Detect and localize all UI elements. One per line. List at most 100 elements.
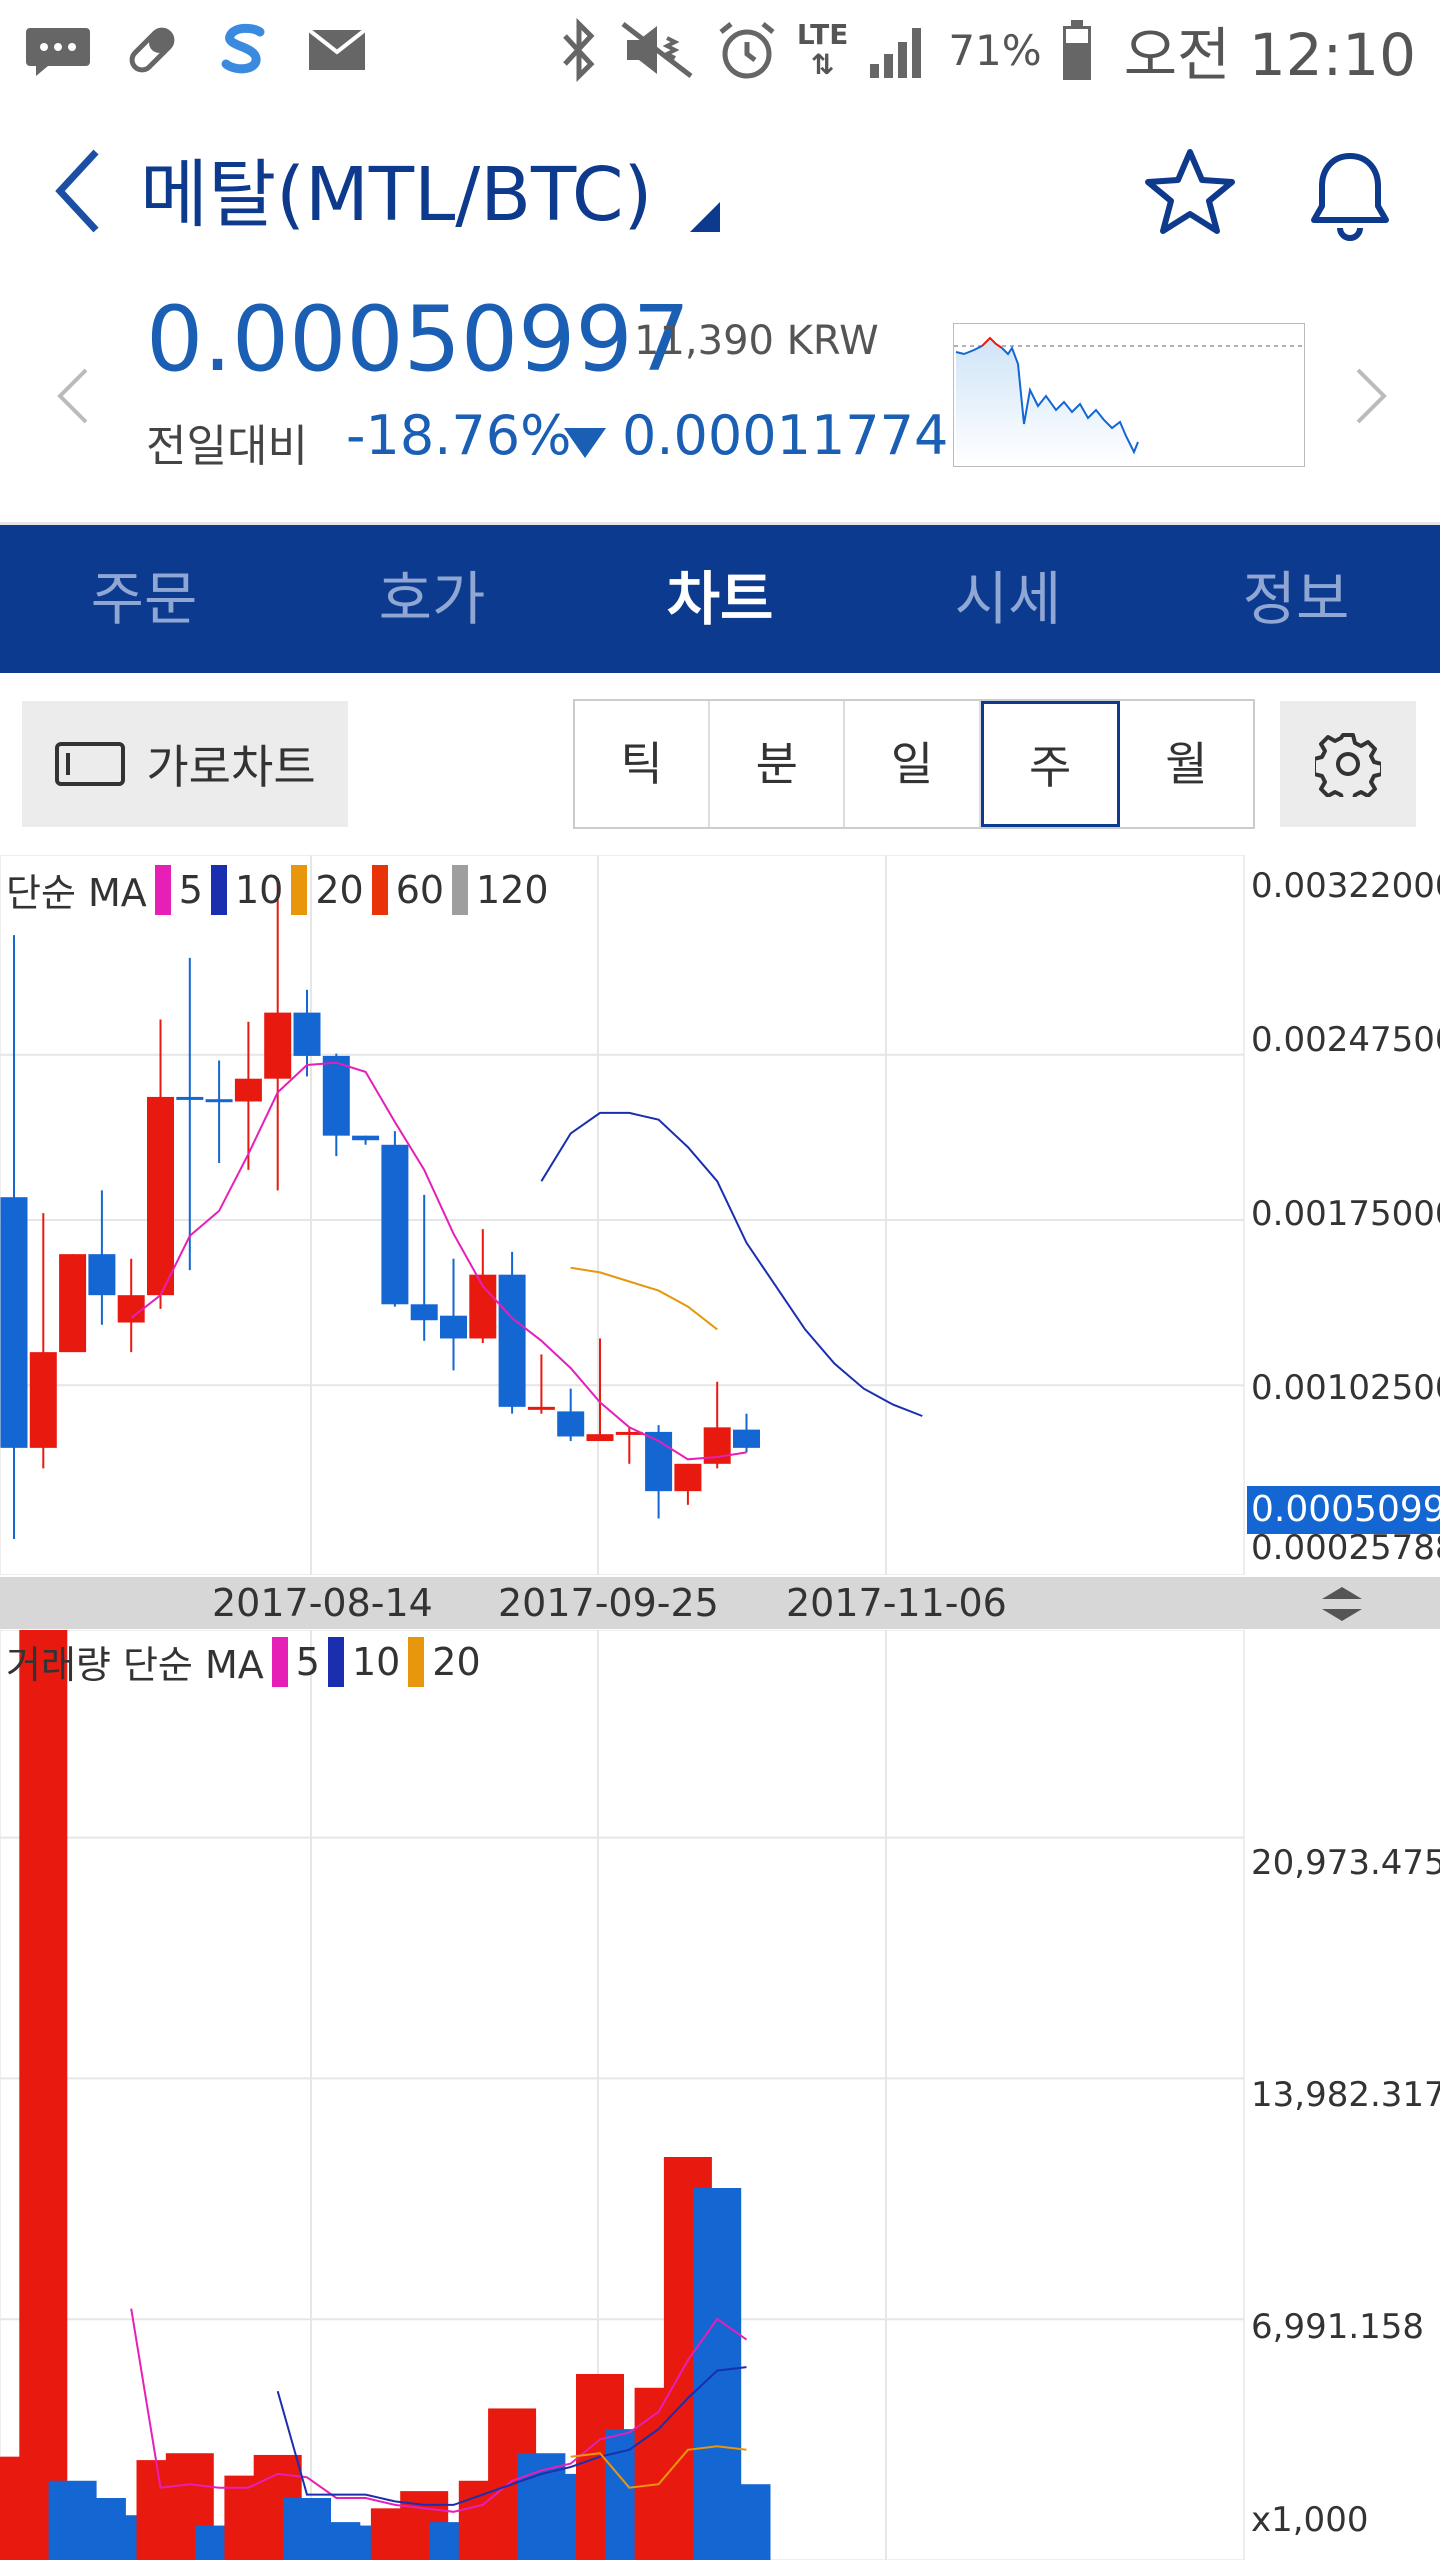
chart-settings-button[interactable] xyxy=(1280,701,1416,827)
down-triangle-icon xyxy=(564,428,606,458)
ma20-line xyxy=(570,1266,718,1331)
coin-title[interactable]: 메탈(MTL/BTC) xyxy=(140,152,653,238)
candle-body xyxy=(615,1431,643,1435)
ma20-label: 20 xyxy=(315,867,364,912)
tab-chart[interactable]: 차트 xyxy=(666,565,774,633)
ma60-swatch xyxy=(371,864,388,915)
candle-body xyxy=(322,1055,350,1136)
candle-body xyxy=(352,1135,380,1141)
mail-icon xyxy=(307,28,367,70)
bluetooth-icon xyxy=(563,18,595,82)
vol-ma5-swatch xyxy=(271,1636,288,1687)
candle-body xyxy=(733,1429,760,1448)
candle-body xyxy=(557,1411,585,1437)
x-axis-date: 2017-11-06 xyxy=(786,1581,1007,1625)
candle-body xyxy=(29,1352,57,1448)
volume-chart[interactable] xyxy=(0,1630,1245,2560)
dropdown-caret-icon[interactable] xyxy=(688,200,722,234)
volume-ma-legend: 거래량 단순 MA 5 10 20 xyxy=(6,1634,481,1689)
pill-icon xyxy=(129,27,175,73)
period-month[interactable]: 월 xyxy=(1165,737,1208,791)
period-day[interactable]: 일 xyxy=(845,701,981,827)
star-icon[interactable] xyxy=(1142,146,1238,238)
chat-icon xyxy=(26,28,90,76)
x-axis-date: 2017-08-14 xyxy=(212,1581,433,1625)
candle-body xyxy=(176,1096,204,1100)
candle-body xyxy=(0,1197,28,1448)
tab-info[interactable]: 정보 xyxy=(1242,565,1350,633)
change-label: 전일대비 xyxy=(146,421,308,472)
candle-body xyxy=(440,1315,467,1339)
tab-market-price[interactable]: 시세 xyxy=(954,565,1062,633)
bell-icon[interactable] xyxy=(1300,146,1400,246)
current-price: 0.00050997 xyxy=(146,287,690,392)
back-arrow-icon[interactable] xyxy=(50,146,106,236)
prev-coin-arrow-icon[interactable] xyxy=(54,366,90,426)
ma10-label: 10 xyxy=(234,867,284,912)
ma5-label: 5 xyxy=(178,867,203,912)
x-axis-date: 2017-09-25 xyxy=(498,1581,719,1625)
landscape-chart-label: 가로차트 xyxy=(146,740,316,794)
alarm-icon xyxy=(719,22,775,79)
vol-ma20-swatch xyxy=(408,1636,425,1687)
mute-icon xyxy=(621,22,693,78)
network-type: LTE xyxy=(796,18,849,51)
candle-body xyxy=(586,1434,614,1442)
volume-y-tick: 6,991.158 xyxy=(1251,2307,1425,2347)
app-header: 메탈(MTL/BTC) xyxy=(0,100,1440,280)
price-ma-legend: 단순 MA 5 10 20 60 120 xyxy=(6,862,549,917)
vol-ma5-label: 5 xyxy=(295,1639,320,1684)
volume-ma10-line xyxy=(276,2366,747,2506)
resize-handle-icon[interactable] xyxy=(1318,1583,1366,1625)
ma60-label: 60 xyxy=(395,867,445,912)
period-week[interactable]: 주 xyxy=(980,701,1120,827)
battery-percent: 71% xyxy=(948,25,1042,75)
price-y-tick: 0.00102500 xyxy=(1251,1368,1440,1408)
change-percent: -18.76% xyxy=(346,404,572,467)
price-y-tick: 0.00175000 xyxy=(1251,1194,1440,1234)
vol-ma20-label: 20 xyxy=(432,1639,481,1684)
volume-bar xyxy=(722,2484,771,2560)
candle-body xyxy=(381,1144,409,1305)
krw-price: 11,390 KRW xyxy=(634,318,879,364)
ma120-swatch xyxy=(452,864,469,915)
price-y-tick: 0.00025788 xyxy=(1251,1528,1440,1568)
candle-body xyxy=(410,1304,438,1321)
landscape-chart-button[interactable]: 가로차트 xyxy=(22,701,348,827)
current-price-tag: 0.00050997 xyxy=(1247,1486,1440,1534)
vol-ma10-label: 10 xyxy=(351,1639,401,1684)
divider xyxy=(0,522,1440,525)
date-axis[interactable] xyxy=(0,1577,1440,1629)
candle-body xyxy=(293,1012,321,1056)
price-y-tick: 0.00322000 xyxy=(1251,866,1440,906)
chart-toolbar: 가로차트 틱 분 일 주 월 xyxy=(0,673,1440,843)
ma10-swatch xyxy=(210,864,227,915)
s-app-icon xyxy=(221,23,265,74)
candle-body xyxy=(59,1254,87,1353)
battery-icon xyxy=(1062,20,1091,80)
candle-body xyxy=(674,1463,702,1492)
price-y-tick: 0.00247500 xyxy=(1251,1020,1440,1060)
clock: 오전 12:10 xyxy=(1123,21,1416,89)
mini-sparkline[interactable] xyxy=(953,323,1305,467)
tab-order[interactable]: 주문 xyxy=(90,565,198,633)
period-tick[interactable]: 틱 xyxy=(575,701,711,827)
candle-body xyxy=(527,1406,555,1410)
volume-legend-prefix: 거래량 단순 MA xyxy=(6,1643,264,1687)
period-minute[interactable]: 분 xyxy=(710,701,846,827)
candle-body xyxy=(205,1099,233,1103)
ma20-swatch xyxy=(291,864,308,915)
tab-orderbook[interactable]: 호가 xyxy=(378,565,486,633)
change-amount: 0.00011774 xyxy=(622,404,949,467)
volume-y-tick: 13,982.317 xyxy=(1251,2075,1440,2115)
volume-bar xyxy=(19,1630,68,2560)
volume-ma20-line xyxy=(570,2445,747,2489)
candlestick-chart[interactable] xyxy=(0,855,1245,1575)
volume-y-tick: 20,973.475 xyxy=(1251,1843,1440,1883)
next-coin-arrow-icon[interactable] xyxy=(1354,366,1390,426)
data-arrows-icon: ⇅ xyxy=(810,48,835,81)
landscape-icon xyxy=(55,742,126,786)
candle-body xyxy=(88,1254,116,1296)
candle-body xyxy=(498,1274,526,1407)
candle-body xyxy=(147,1096,174,1296)
